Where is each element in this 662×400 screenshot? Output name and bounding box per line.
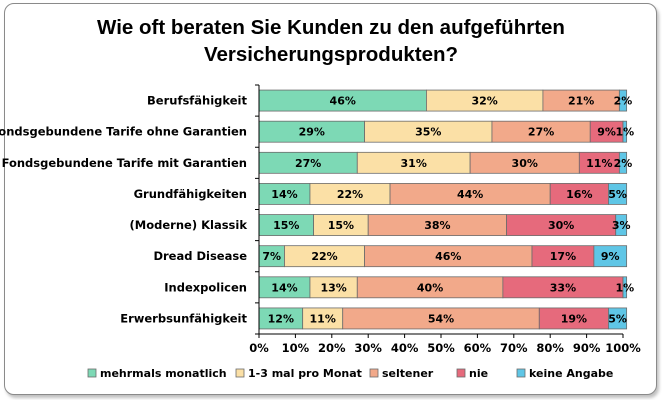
bar-segment [618,89,628,112]
legend-label: seltener [382,367,434,380]
x-tick-label: 50% [427,341,455,355]
data-label: 54% [428,312,454,325]
data-label: 11% [310,312,336,325]
legend-swatch [369,368,379,378]
bar-segment [615,214,628,236]
data-label: 27% [528,126,554,139]
data-label: 46% [330,95,356,108]
x-tick-label: 0% [249,341,269,355]
category-label: (Moderne) Klassik [130,218,248,232]
data-label: 9% [601,250,620,263]
x-tick-label: 100% [605,341,641,355]
bar-segment [608,183,628,205]
data-label: 3% [612,219,631,232]
category-label: Indexpolicen [164,280,247,294]
data-label: 46% [435,250,461,263]
legend-label: mehrmals monatlich [100,367,227,380]
legend-label: keine Angabe [529,367,613,380]
data-label: 32% [472,95,498,108]
data-label: 1% [615,126,634,139]
legend-label: nie [469,367,488,380]
data-label: 13% [320,281,346,294]
category-label: Dread Disease [153,249,247,263]
bar-segment [608,307,628,330]
data-label: 30% [512,157,538,170]
data-label: 33% [550,281,576,294]
legend-swatch [456,368,466,378]
x-tick-label: 90% [573,341,601,355]
data-label: 15% [328,219,354,232]
data-label: 14% [271,281,297,294]
data-label: 14% [271,188,297,201]
data-label: 5% [608,312,627,325]
legend-swatch [87,368,97,378]
legend-swatch [235,368,245,378]
category-label: Berufsfähigkeit [147,94,247,108]
data-label: 21% [568,95,594,108]
legend-swatch [516,368,526,378]
bar-segment [593,245,628,268]
data-label: 22% [337,188,363,201]
chart-title-line-1: Wie oft beraten Sie Kunden zu den aufgef… [97,16,565,39]
category-label: Fondsgebundene Tarife mit Garantien [2,156,247,170]
x-tick-label: 30% [354,341,382,355]
data-label: 29% [299,126,325,139]
bar-segment [622,120,628,143]
x-tick-label: 80% [536,341,564,355]
data-label: 38% [424,219,450,232]
chart-title-line-2: Versicherungsprodukten? [203,43,459,66]
data-label: 19% [561,312,587,325]
data-label: 22% [311,250,337,263]
data-label: 7% [262,250,281,263]
category-label: Grundfähigkeiten [134,187,247,201]
data-label: 16% [566,188,592,201]
data-label: 35% [415,126,441,139]
data-label: 11% [586,157,612,170]
bar-segment [618,151,628,174]
bar-segment [622,276,628,299]
data-label: 44% [457,188,483,201]
data-label: 31% [401,157,427,170]
data-label: 40% [417,281,443,294]
category-label: Fondsgebundene Tarife ohne Garantien [0,125,247,139]
data-label: 2% [614,95,633,108]
data-label: 1% [615,281,634,294]
data-label: 17% [550,250,576,263]
x-tick-label: 40% [391,341,419,355]
legend-label: 1-3 mal pro Monat [248,367,362,380]
data-label: 27% [295,157,321,170]
data-label: 15% [273,219,299,232]
x-tick-label: 70% [500,341,528,355]
data-label: 5% [608,188,627,201]
x-tick-label: 60% [464,341,492,355]
data-label: 12% [268,312,294,325]
category-label: Erwerbsunfähigkeit [120,311,247,325]
x-tick-label: 10% [282,341,310,355]
chart-title: Wie oft beraten Sie Kunden zu den aufgef… [0,14,662,68]
data-label: 30% [548,219,574,232]
data-label: 2% [614,157,633,170]
data-label: 9% [597,126,616,139]
x-tick-label: 20% [318,341,346,355]
